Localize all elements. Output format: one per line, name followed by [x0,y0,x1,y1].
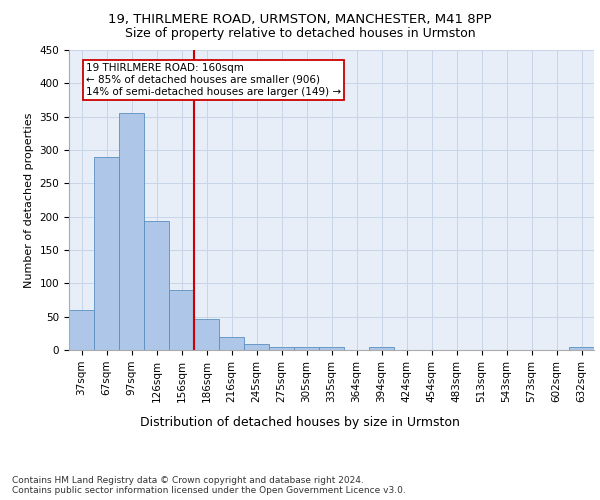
Text: Size of property relative to detached houses in Urmston: Size of property relative to detached ho… [125,28,475,40]
Bar [194,320,219,350]
Text: 19, THIRLMERE ROAD, URMSTON, MANCHESTER, M41 8PP: 19, THIRLMERE ROAD, URMSTON, MANCHESTER,… [108,12,492,26]
Bar [119,114,144,350]
Bar [69,310,94,350]
Bar [569,346,594,350]
Text: Contains HM Land Registry data © Crown copyright and database right 2024.
Contai: Contains HM Land Registry data © Crown c… [12,476,406,495]
Bar [244,344,269,350]
Y-axis label: Number of detached properties: Number of detached properties [24,112,34,288]
Bar [319,346,344,350]
Bar [294,346,319,350]
Bar [269,346,294,350]
Bar [219,336,244,350]
Bar [169,290,194,350]
Text: Distribution of detached houses by size in Urmston: Distribution of detached houses by size … [140,416,460,429]
Bar [144,222,169,350]
Bar [369,346,394,350]
Text: 19 THIRLMERE ROAD: 160sqm
← 85% of detached houses are smaller (906)
14% of semi: 19 THIRLMERE ROAD: 160sqm ← 85% of detac… [86,64,341,96]
Bar [94,156,119,350]
